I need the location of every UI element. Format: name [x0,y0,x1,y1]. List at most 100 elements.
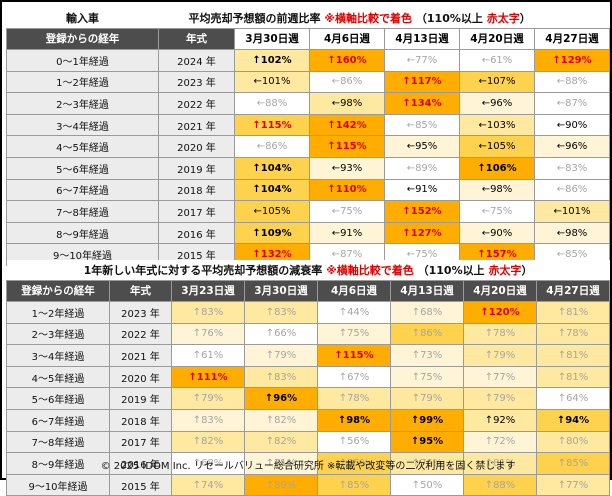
year-cell: 2019 年 [109,387,172,411]
ratio-cell: ←91% [384,178,460,202]
category-label: 輸入車 [6,8,159,28]
age-cell: 1～2年経過 [6,70,159,94]
ratio-cell: ←61% [459,49,535,72]
age-cell: 7～8年経過 [6,430,110,454]
ratio-cell: ↑104% [234,178,310,202]
ratio-cell: ↑78% [463,322,537,346]
ratio-cell: ↑81% [536,344,610,367]
ratio-cell: ↑82% [244,430,318,454]
ratio-cell: ↑79% [463,344,537,367]
year-cell: 2015 年 [109,473,172,496]
week-header: 3月23日週 [171,279,245,303]
age-cell: 4～5年経過 [6,135,159,159]
ratio-cell: ↑75% [317,322,391,346]
table-row: 2～3年経過 2022 年 ←88% ←98% ↑134% ←96% ←87% [6,92,611,115]
col-year-header: 年式 [109,279,172,303]
ratio-cell: ↑95% [390,430,464,454]
ratio-cell: ↑142% [309,113,385,137]
ratio-cell: ←101% [234,70,310,94]
ratio-cell: ↑83% [171,301,245,324]
ratio-cell: ↑66% [244,322,318,346]
ratio-cell: ←95% [384,135,460,159]
ratio-cell: ↑85% [536,452,610,475]
decay-rate-table: 1年新しい年式に対する平均売却予想額の減衰率 ※横軸比較で着色 （110%以上 … [6,260,610,496]
ratio-cell: ↑78% [536,322,610,346]
table-row: 5～6年経過 2019 年 ↑79% ↑96% ↑78% ↑79% ↑79% ↑64% [6,387,610,411]
age-cell: 6～7年経過 [6,409,110,432]
year-cell: 2021 年 [158,113,235,137]
ratio-cell: ←107% [459,70,535,94]
col-year-header: 年式 [158,27,235,51]
table-row: 6～7年経過 2018 年 ↑83% ↑82% ↑98% ↑99% ↑92% ↑94% [6,409,610,432]
week-header: 4月27日週 [536,279,610,303]
ratio-cell: ←75% [459,200,535,223]
year-cell: 2023 年 [109,301,172,324]
table-row: 7～8年経過 2017 年 ↑82% ↑82% ↑56% ↑95% ↑72% ↑80% [6,430,610,454]
ratio-cell: ←86% [533,178,611,202]
table-title: 1年新しい年式に対する平均売却予想額の減衰率 ※横軸比較で着色 （110%以上 … [6,260,610,280]
ratio-cell: ↑102% [234,49,310,72]
week-header: 3月30日週 [244,279,318,303]
week-header: 4月20日週 [459,27,535,51]
ratio-cell: ↑72% [463,430,537,454]
table-row: 3～4年経過 2021 年 ↑115% ↑142% ←85% ←103% ←90% [6,113,611,137]
ratio-cell: ←105% [234,200,310,223]
ratio-cell: ↑74% [171,473,245,496]
ratio-cell: ↑44% [317,301,391,324]
age-cell: 4～5年経過 [6,365,110,389]
ratio-cell: ←83% [533,157,611,180]
ratio-cell: ↑68% [390,301,464,324]
age-cell: 7～8年経過 [6,200,159,223]
table-row: 2～3年経過 2022 年 ↑76% ↑66% ↑75% ↑86% ↑78% ↑78% [6,322,610,346]
ratio-cell: ←98% [309,92,385,115]
ratio-cell: ↑85% [317,473,391,496]
table-row: 0～1年経過 2024 年 ↑102% ↑160% ←77% ←61% ↑129% [6,49,611,72]
ratio-cell: ↑56% [317,430,391,454]
week-header: 4月6日週 [317,279,391,303]
ratio-cell: ↑115% [234,113,310,137]
ratio-cell: ←89% [384,157,460,180]
table-row: 4～5年経過 2020 年 ↑111% ↑83% ↑67% ↑75% ↑77% ↑81% [6,365,610,389]
ratio-cell: ←85% [384,113,460,137]
ratio-cell: ↑160% [309,49,385,72]
ratio-cell: ↑77% [463,365,537,389]
ratio-cell: ←98% [459,178,535,202]
header-row: 登録からの経年 年式 3月23日週 3月30日週 4月6日週 4月13日週 4月… [6,279,610,303]
ratio-cell: ←88% [533,70,611,94]
age-cell: 2～3年経過 [6,92,159,115]
table-row: 7～8年経過 2017 年 ←105% ←75% ↑152% ←75% ←101% [6,200,611,223]
ratio-cell: ↑110% [309,178,385,202]
year-cell: 2023 年 [158,70,235,94]
year-cell: 2020 年 [158,135,235,159]
ratio-cell: ↑83% [244,301,318,324]
ratio-cell: ↑117% [384,70,460,94]
ratio-cell: ↑81% [536,301,610,324]
ratio-cell: ←103% [459,113,535,137]
col-age-header: 登録からの経年 [6,279,110,303]
year-cell: 2018 年 [158,178,235,202]
table-row: 4～5年経過 2020 年 ←86% ↑115% ←95% ←105% ←96% [6,135,611,159]
ratio-cell: ↑127% [384,221,460,245]
year-cell: 2022 年 [109,322,172,346]
ratio-cell: ↑79% [244,344,318,367]
week-header: 3月30日週 [234,27,310,51]
ratio-cell: ↑115% [309,135,385,159]
ratio-cell: ↑81% [463,452,537,475]
ratio-cell: ↑50% [390,473,464,496]
ratio-cell: ↑81% [536,365,610,389]
ratio-cell: ↑152% [384,200,460,223]
ratio-cell: ↑96% [244,387,318,411]
ratio-cell: ↑120% [463,301,537,324]
age-cell: 2～3年経過 [6,322,110,346]
ratio-cell: ↑83% [171,409,245,432]
ratio-cell: ↑80% [536,430,610,454]
age-cell: 5～6年経過 [6,387,110,411]
ratio-cell: ↑61% [171,344,245,367]
ratio-cell: ↑79% [171,387,245,411]
ratio-cell: ↑134% [384,92,460,115]
year-cell: 2016 年 [158,221,235,245]
age-cell: 9～10年経過 [6,473,110,496]
ratio-cell: ↑76% [390,452,464,475]
ratio-cell: ↑89% [244,473,318,496]
ratio-cell: ↑79% [390,387,464,411]
